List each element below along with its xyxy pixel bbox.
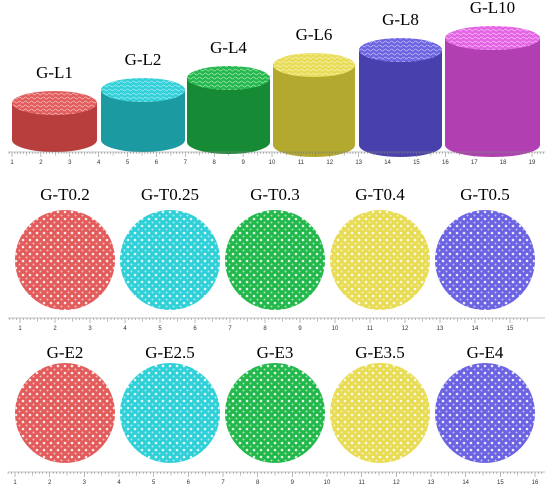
ruler-number: 12 (402, 326, 409, 332)
cylinder-side (445, 38, 540, 157)
ruler-number: 19 (529, 160, 536, 166)
cylinder-side (273, 65, 355, 157)
cylinder-top-texture (445, 26, 540, 50)
ruler-number: 1 (18, 326, 22, 332)
disc-texture (435, 210, 535, 310)
ruler-number: 1 (13, 480, 17, 486)
ruler-number: 6 (187, 480, 191, 486)
disc-texture (15, 363, 115, 463)
ruler-number: 7 (221, 480, 225, 486)
sample-label: G-E3 (257, 343, 294, 362)
ruler-number: 15 (507, 326, 514, 332)
ruler-number: 14 (384, 160, 391, 166)
disc-texture (120, 210, 220, 310)
ruler-number: 1 (10, 160, 14, 166)
ruler-number: 14 (472, 326, 479, 332)
ruler-number: 8 (213, 160, 217, 166)
ruler-number: 5 (152, 480, 156, 486)
ruler-number: 3 (83, 480, 87, 486)
ruler-number: 9 (241, 160, 245, 166)
cylinder-top-texture (12, 91, 97, 115)
sample-label: G-L6 (296, 25, 333, 44)
ruler-number: 15 (497, 480, 504, 486)
ruler-number: 11 (367, 326, 374, 332)
ruler-number: 12 (393, 480, 400, 486)
ruler-number: 13 (428, 480, 435, 486)
sample-label: G-T0.4 (355, 185, 405, 204)
ruler-number: 9 (298, 326, 302, 332)
ruler-number: 13 (355, 160, 362, 166)
ruler-number: 2 (53, 326, 57, 332)
sample-label: G-T0.2 (40, 185, 90, 204)
ruler-number: 6 (155, 160, 159, 166)
ruler-number: 9 (291, 480, 295, 486)
ruler-number: 17 (471, 160, 478, 166)
sample-label: G-L2 (125, 50, 162, 69)
ruler-number: 12 (326, 160, 333, 166)
cylinder-side (101, 90, 185, 152)
ruler-number: 6 (193, 326, 197, 332)
ruler-number: 16 (532, 480, 539, 486)
ruler-number: 11 (298, 160, 305, 166)
cylinder-side (359, 50, 442, 157)
sample-label: G-L10 (470, 0, 515, 17)
ruler-number: 10 (269, 160, 276, 166)
ruler-number: 7 (184, 160, 188, 166)
ruler-number: 8 (256, 480, 260, 486)
ruler-number: 16 (442, 160, 449, 166)
sample-label: G-E2 (47, 343, 84, 362)
ruler-number: 15 (413, 160, 420, 166)
ruler-number: 7 (228, 326, 232, 332)
ruler-number: 11 (359, 480, 366, 486)
ruler-number: 10 (324, 480, 331, 486)
sample-label: G-T0.3 (250, 185, 300, 204)
ruler-number: 13 (437, 326, 444, 332)
cylinder-top-texture (101, 78, 185, 102)
cylinder-top-texture (187, 66, 270, 90)
cylinder-side (12, 103, 97, 152)
sample-label: G-T0.25 (141, 185, 199, 204)
ruler-number: 4 (117, 480, 121, 486)
sample-label: G-L1 (36, 63, 73, 82)
sample-label: G-E2.5 (145, 343, 195, 362)
cylinder-side (187, 78, 270, 154)
ruler-number: 3 (68, 160, 72, 166)
ruler-number: 14 (462, 480, 469, 486)
cylinder-top-texture (359, 38, 442, 62)
ruler-number: 5 (126, 160, 130, 166)
ruler-number: 8 (263, 326, 267, 332)
cylinder-top-texture (273, 53, 355, 77)
ruler-number: 5 (158, 326, 162, 332)
ruler-number: 2 (39, 160, 43, 166)
sample-label: G-L4 (210, 38, 247, 57)
sample-label: G-E3.5 (355, 343, 405, 362)
disc-texture (225, 210, 325, 310)
sample-label: G-E4 (467, 343, 504, 362)
ruler-number: 10 (332, 326, 339, 332)
ruler-number: 4 (97, 160, 101, 166)
disc-texture (225, 363, 325, 463)
disc-texture (120, 363, 220, 463)
disc-texture (330, 363, 430, 463)
sample-label: G-T0.5 (460, 185, 510, 204)
ruler-number: 18 (500, 160, 507, 166)
ruler-number: 2 (48, 480, 52, 486)
ruler-number: 4 (123, 326, 127, 332)
sample-label: G-L8 (382, 10, 419, 29)
ruler-number: 3 (88, 326, 92, 332)
disc-texture (435, 363, 535, 463)
disc-texture (330, 210, 430, 310)
disc-texture (15, 210, 115, 310)
